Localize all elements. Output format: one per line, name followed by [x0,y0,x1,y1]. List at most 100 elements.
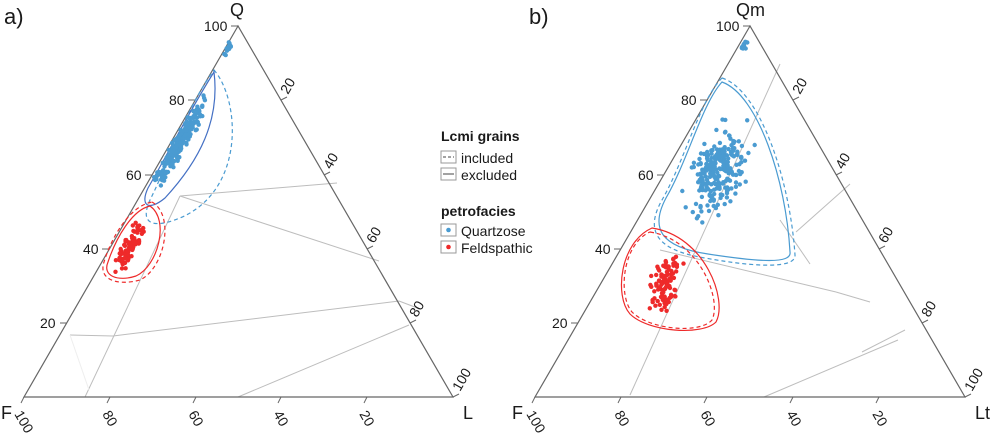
tick-q-100: 100 [204,18,228,34]
panel-a-bottom-ticks [20,396,368,404]
quartzose-envelope-included-b [653,77,796,266]
ternary-panel-b: b) Qm F Lt 100 80 60 40 [512,0,990,436]
feldspathic-point [681,261,686,266]
tick-qm-40: 40 [595,241,611,257]
quartzose-point [722,201,727,207]
quartzose-point [226,46,232,52]
feldspathic-point [657,285,662,290]
feldspathic-point [661,290,666,295]
tick-f-100-b: 100 [523,408,549,436]
tick-lt-40: 40 [832,150,854,172]
feldspathic-point [663,265,669,270]
feldspathic-point [647,306,652,311]
quartzose-point [711,198,716,203]
quartzose-point [158,183,164,188]
feldspathic-point [131,228,136,234]
quartzose-envelope-included [145,69,233,225]
legend-dot-feldspathic [446,244,451,250]
quartzose-point [717,154,722,159]
quartzose-point [698,205,703,210]
feldspathic-point [673,288,678,293]
quartzose-point [720,181,726,186]
tick-f-40: 40 [270,408,292,430]
feldspathic-point [668,294,674,299]
quartzose-point [743,179,748,184]
quartzose-point [724,195,730,200]
quartzose-point [177,133,182,138]
quartzose-point [705,203,710,208]
feldspathic-point [659,281,664,286]
quartzose-point [174,136,179,142]
feldspathic-point [123,256,128,261]
quartzose-point [195,106,200,111]
quartzose-point [154,177,159,182]
tick-l-40: 40 [320,150,342,172]
feldspathic-point [129,233,135,239]
apex-top-q: Q [230,0,244,20]
quartzose-point [170,161,175,167]
feldspathic-point [669,268,674,274]
quartzose-point [699,194,705,200]
feldspathic-point [674,264,680,269]
legend: Lcmi grains included excluded petrofacie… [440,128,533,256]
quartzose-point [173,145,179,150]
feldspathic-point [654,282,659,287]
quartzose-point [704,184,709,189]
quartzose-point [693,201,699,207]
quartzose-point [752,142,757,148]
legend-label-included: included [461,150,513,166]
quartzose-point [194,119,199,124]
quartzose-point [709,155,714,161]
quartzose-point [706,163,712,169]
feldspathic-point [113,269,118,274]
legend-label-quartzose: Quartzose [461,223,526,239]
tick-q-20: 20 [40,315,56,331]
quartzose-point [745,118,750,123]
quartzose-point [712,144,717,149]
tick-l-80: 80 [406,298,428,320]
quartzose-point [683,205,688,210]
panel-b-axes [533,24,967,398]
panel-a-grid [69,182,421,398]
quartzose-point [202,98,208,103]
quartzose-point [733,184,739,189]
quartzose-point [166,147,171,153]
quartzose-point [733,191,738,196]
quartzose-point [178,143,183,148]
feldspathic-point [672,261,677,267]
quartzose-point [689,165,694,170]
quartzose-point [721,160,726,165]
feldspathic-point [649,273,654,279]
quartzose-point [727,133,732,138]
feldspathic-point [673,294,678,299]
quartzose-point [184,128,189,133]
panel-b-bottom-tick-labels: 100 80 60 40 20 [523,408,891,436]
quartzose-point [718,166,723,172]
panel-b-grid [629,63,906,398]
quartzose-point [716,174,722,179]
feldspathic-envelope-included-b [623,231,715,330]
tick-lt-60: 60 [875,224,897,246]
quartzose-point [697,188,702,193]
feldspathic-point [136,238,142,243]
tick-lt-100: 100 [961,365,987,393]
panel-a-right-ticks [280,96,460,398]
quartzose-point [704,181,709,186]
quartzose-point [718,195,723,201]
quartzose-point [698,161,703,167]
quartzose-point [736,139,741,144]
apex-right-lt: Lt [975,403,990,423]
tick-f-100: 100 [11,408,37,436]
feldspathic-point [663,258,668,264]
feldspathic-point [653,303,658,308]
tick-l-60: 60 [363,224,385,246]
quartzose-point [711,161,716,166]
panel-b-envelopes [620,77,796,332]
quartzose-point [200,104,205,110]
feldspathic-point [123,266,128,271]
tick-l-100: 100 [449,365,475,393]
feldspathic-point [655,264,660,269]
quartzose-point [706,167,711,172]
quartzose-point [708,198,713,204]
quartzose-point [746,150,751,156]
